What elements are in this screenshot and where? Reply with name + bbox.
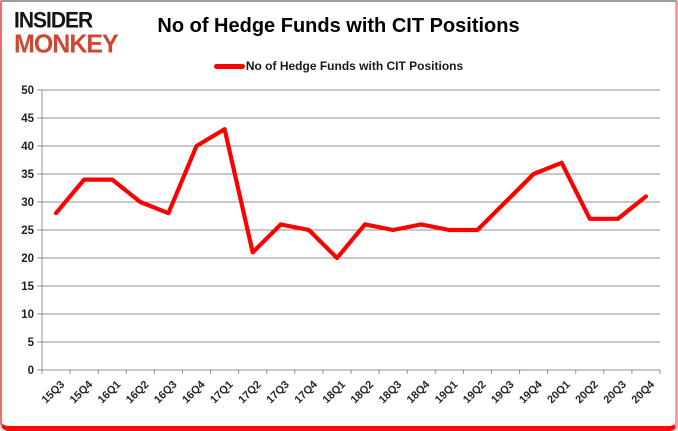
legend-line-marker [213,63,245,69]
svg-text:5: 5 [28,337,35,349]
x-axis-labels: 15Q3 15Q4 16Q1 16Q2 16Q3 16Q4 17Q1 17Q2 17Q3 17Q4… [40,378,658,406]
svg-text:25: 25 [21,225,34,237]
chart-title: No of Hedge Funds with CIT Positions [157,15,520,37]
svg-text:50: 50 [21,85,34,97]
svg-text:15Q4: 15Q4 [68,378,96,406]
series-line [53,127,649,261]
svg-text:20Q4: 20Q4 [630,378,658,406]
svg-text:16Q4: 16Q4 [180,378,208,406]
svg-text:20Q3: 20Q3 [601,379,629,407]
svg-text:45: 45 [21,113,34,125]
svg-text:40: 40 [21,141,34,153]
legend-label: No of Hedge Funds with CIT Positions [245,59,464,73]
svg-text:20Q1: 20Q1 [545,379,573,407]
svg-text:19Q3: 19Q3 [489,379,517,407]
svg-text:17Q4: 17Q4 [292,378,320,406]
svg-text:15Q3: 15Q3 [40,379,68,407]
svg-text:17Q2: 17Q2 [236,379,264,407]
legend: No of Hedge Funds with CIT Positions [2,59,675,73]
svg-text:18Q2: 18Q2 [349,379,377,407]
svg-text:35: 35 [21,169,34,181]
svg-text:17Q1: 17Q1 [208,379,236,407]
logo-line-monkey: MONKEY [14,29,119,59]
svg-text:16Q3: 16Q3 [152,379,180,407]
svg-text:10: 10 [21,309,34,321]
svg-text:0: 0 [28,365,34,377]
svg-text:19Q1: 19Q1 [433,379,461,407]
svg-text:15: 15 [21,281,34,293]
logo-line-insider: INSIDER [14,8,93,33]
y-axis-labels: 0 5 10 15 20 25 30 35 40 45 50 [21,85,34,377]
svg-text:18Q1: 18Q1 [321,379,349,407]
axis-ticks [37,89,661,374]
gridlines [42,89,660,371]
svg-text:20: 20 [21,253,34,265]
svg-text:18Q3: 18Q3 [377,379,405,407]
svg-text:20Q2: 20Q2 [573,379,601,407]
svg-text:16Q2: 16Q2 [124,379,152,407]
svg-text:18Q4: 18Q4 [405,378,433,406]
svg-text:19Q2: 19Q2 [461,379,489,407]
svg-text:19Q4: 19Q4 [517,378,545,406]
svg-text:16Q1: 16Q1 [96,379,124,407]
svg-text:17Q3: 17Q3 [264,379,292,407]
insider-monkey-logo: INSIDER MONKEY [14,8,119,59]
svg-text:30: 30 [21,197,34,209]
